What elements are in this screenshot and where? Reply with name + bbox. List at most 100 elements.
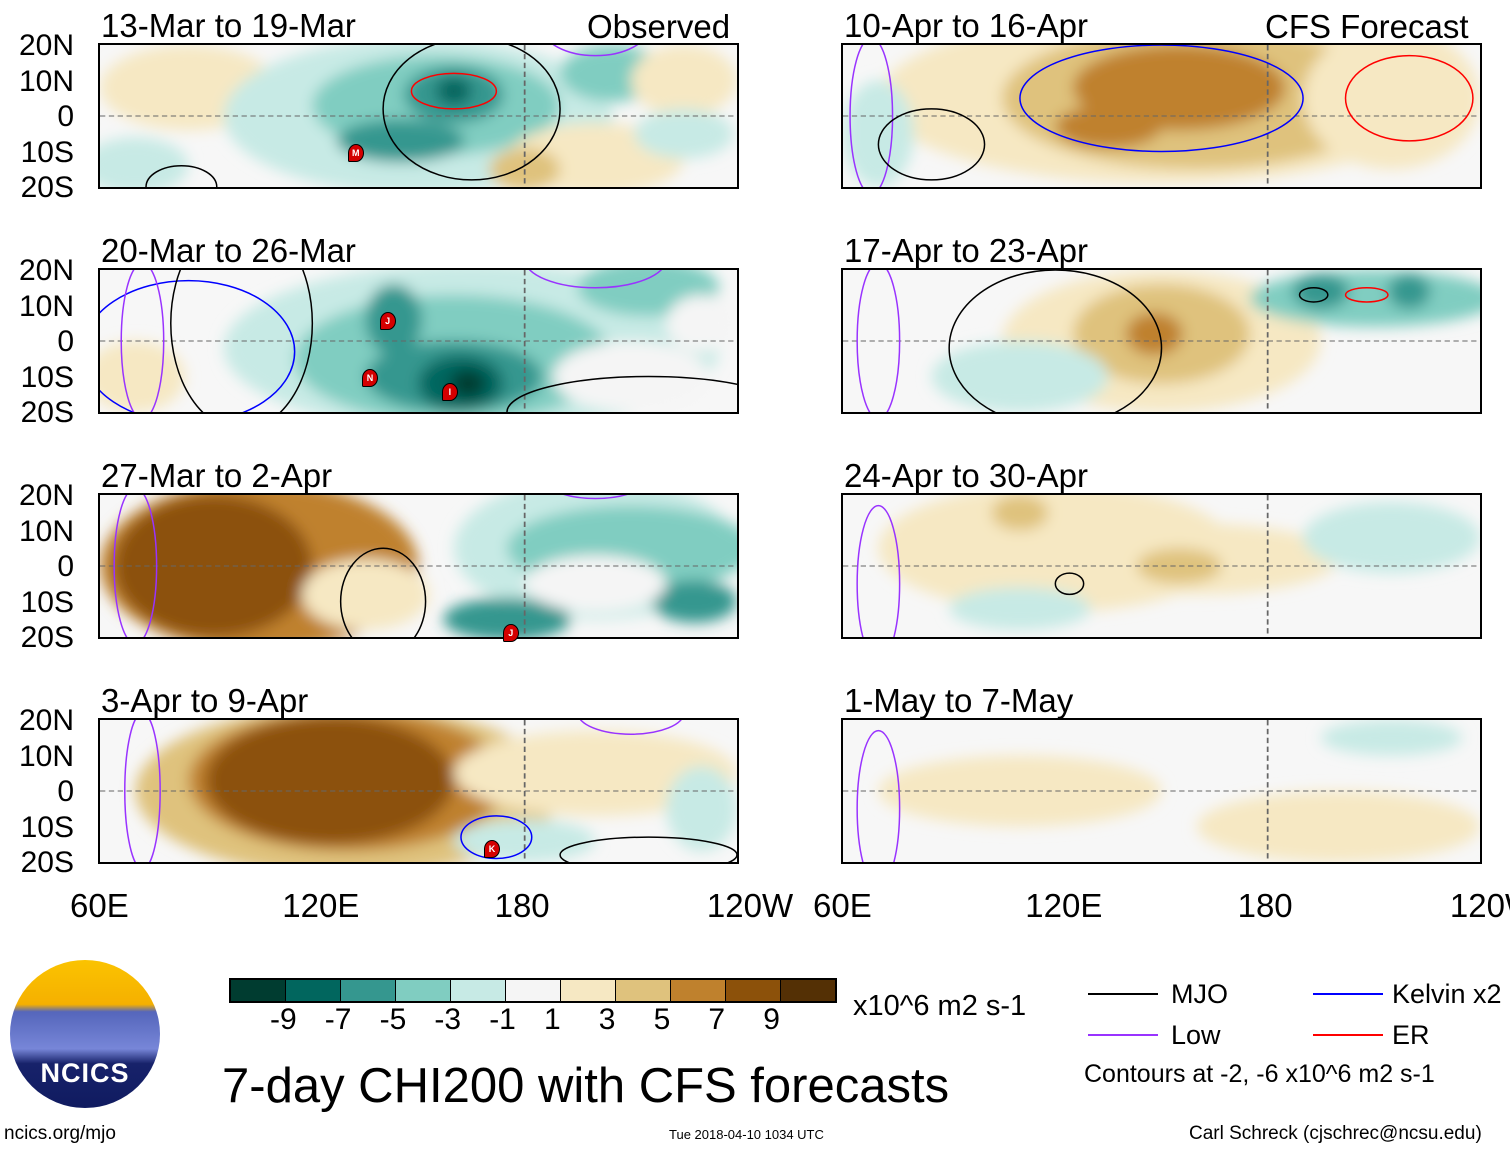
logo: NCICS xyxy=(10,960,160,1108)
lat-label: 20S xyxy=(20,846,74,879)
storm-marker[interactable]: N xyxy=(361,368,378,387)
figure-title: 7-day CHI200 with CFS forecasts xyxy=(222,1059,950,1113)
lon-label: 180 xyxy=(494,887,550,924)
lat-label: 20S xyxy=(20,621,74,654)
anomaly-map xyxy=(100,720,737,862)
anomaly-map xyxy=(843,45,1480,187)
storm-marker[interactable]: J xyxy=(502,624,519,643)
kelvin-contour xyxy=(1020,45,1303,152)
anomaly-shading xyxy=(114,495,313,637)
colorbar-units: x10^6 m2 s-1 xyxy=(853,990,1027,1022)
anomaly-shading xyxy=(630,45,737,116)
colorbar-swatch xyxy=(506,980,561,1001)
mjo-contour xyxy=(146,166,217,187)
colorbar-swatch xyxy=(231,980,286,1001)
low-contour xyxy=(542,45,648,56)
forecast-label: CFS Forecast xyxy=(1265,8,1469,45)
anomaly-shading xyxy=(1303,502,1480,574)
map-panel: M xyxy=(98,43,739,189)
legend-er-line xyxy=(1313,1034,1383,1036)
colorbar-tick-label: 1 xyxy=(544,1003,561,1036)
footer-url[interactable]: ncics.org/mjo xyxy=(4,1123,116,1144)
anomaly-map xyxy=(100,45,737,187)
colorbar-tick-label: 3 xyxy=(598,1003,616,1036)
anomaly-map xyxy=(843,270,1480,412)
storm-marker[interactable]: K xyxy=(484,839,501,858)
colorbar xyxy=(229,978,837,1003)
lat-label: 10S xyxy=(20,360,74,394)
map-panel: K xyxy=(98,718,739,864)
lat-label: 10N xyxy=(18,514,74,548)
lat-label: 0 xyxy=(57,775,74,808)
anomaly-shading xyxy=(1303,45,1480,170)
map-panel: J N I xyxy=(98,268,739,414)
observed-label: Observed xyxy=(587,8,731,45)
storm-marker[interactable]: M xyxy=(347,143,364,162)
mjo-contour xyxy=(878,109,984,180)
anomaly-map xyxy=(100,270,737,412)
mjo-contour xyxy=(507,377,737,413)
lat-label: 10N xyxy=(18,739,74,773)
anomaly-shading xyxy=(931,341,1109,412)
lon-label: 120W xyxy=(1449,887,1510,924)
legend-er: ER xyxy=(1392,1020,1430,1050)
anomaly-shading xyxy=(1055,105,1162,148)
colorbar-swatch xyxy=(616,980,671,1001)
map-panel xyxy=(841,493,1482,639)
panel-title: 17-Apr to 23-Apr xyxy=(844,232,1088,269)
kelvin-contour xyxy=(100,281,295,412)
anomaly-shading xyxy=(206,720,454,845)
colorbar-swatch xyxy=(561,980,616,1001)
legend-low: Low xyxy=(1171,1020,1221,1050)
colorbar-swatch xyxy=(396,980,451,1001)
lat-label: 0 xyxy=(57,550,74,583)
lat-label: 10S xyxy=(20,135,74,169)
map-panel xyxy=(841,268,1482,414)
anomaly-shading xyxy=(337,119,465,163)
lat-label: 0 xyxy=(57,325,74,358)
storm-marker[interactable]: I xyxy=(441,382,458,401)
anomaly-shading xyxy=(634,108,734,159)
anomaly-shading xyxy=(666,766,737,852)
lat-label: 20N xyxy=(18,479,74,512)
lat-label: 20N xyxy=(18,29,74,62)
panel-title: 24-Apr to 30-Apr xyxy=(844,457,1088,494)
anomaly-shading xyxy=(1126,312,1183,356)
legend-kelvin: Kelvin x2 xyxy=(1392,979,1502,1009)
lat-label: 10N xyxy=(18,64,74,98)
colorbar-tick-label: -7 xyxy=(324,1003,352,1036)
low-contour xyxy=(525,270,667,288)
legend-mjo: MJO xyxy=(1171,979,1228,1009)
anomaly-shading xyxy=(1387,273,1431,310)
lon-label: 120W xyxy=(706,887,794,924)
anomaly-map xyxy=(843,720,1480,862)
er-contour xyxy=(1346,288,1388,302)
panel-title: 1-May to 7-May xyxy=(844,682,1074,719)
anomaly-shading xyxy=(1320,720,1463,756)
lat-label: 10S xyxy=(20,810,74,844)
colorbar-swatch xyxy=(671,980,726,1001)
lon-label: 180 xyxy=(1237,887,1293,924)
panel-title: 3-Apr to 9-Apr xyxy=(101,682,309,719)
storm-marker[interactable]: J xyxy=(379,311,396,330)
low-contour xyxy=(125,720,160,862)
anomaly-shading xyxy=(949,587,1091,630)
low-contour xyxy=(114,495,156,637)
mjo-contour xyxy=(171,270,313,412)
low-contour xyxy=(857,731,899,862)
panel-title: 13-Mar to 19-Mar xyxy=(101,7,356,44)
lon-label: 120E xyxy=(1025,887,1103,924)
low-contour xyxy=(542,495,648,499)
contours-note: Contours at -2, -6 x10^6 m2 s-1 xyxy=(1084,1060,1435,1088)
legend-kelvin-line xyxy=(1313,993,1383,995)
legend-low-line xyxy=(1088,1034,1158,1036)
map-panel xyxy=(841,43,1482,189)
lat-label: 20S xyxy=(20,171,74,204)
anomaly-shading xyxy=(843,80,914,187)
colorbar-tick-label: 7 xyxy=(708,1003,726,1036)
mjo-contour xyxy=(383,45,560,180)
anomaly-shading xyxy=(489,147,561,187)
er-contour xyxy=(411,73,496,109)
anomaly-shading xyxy=(301,558,430,630)
